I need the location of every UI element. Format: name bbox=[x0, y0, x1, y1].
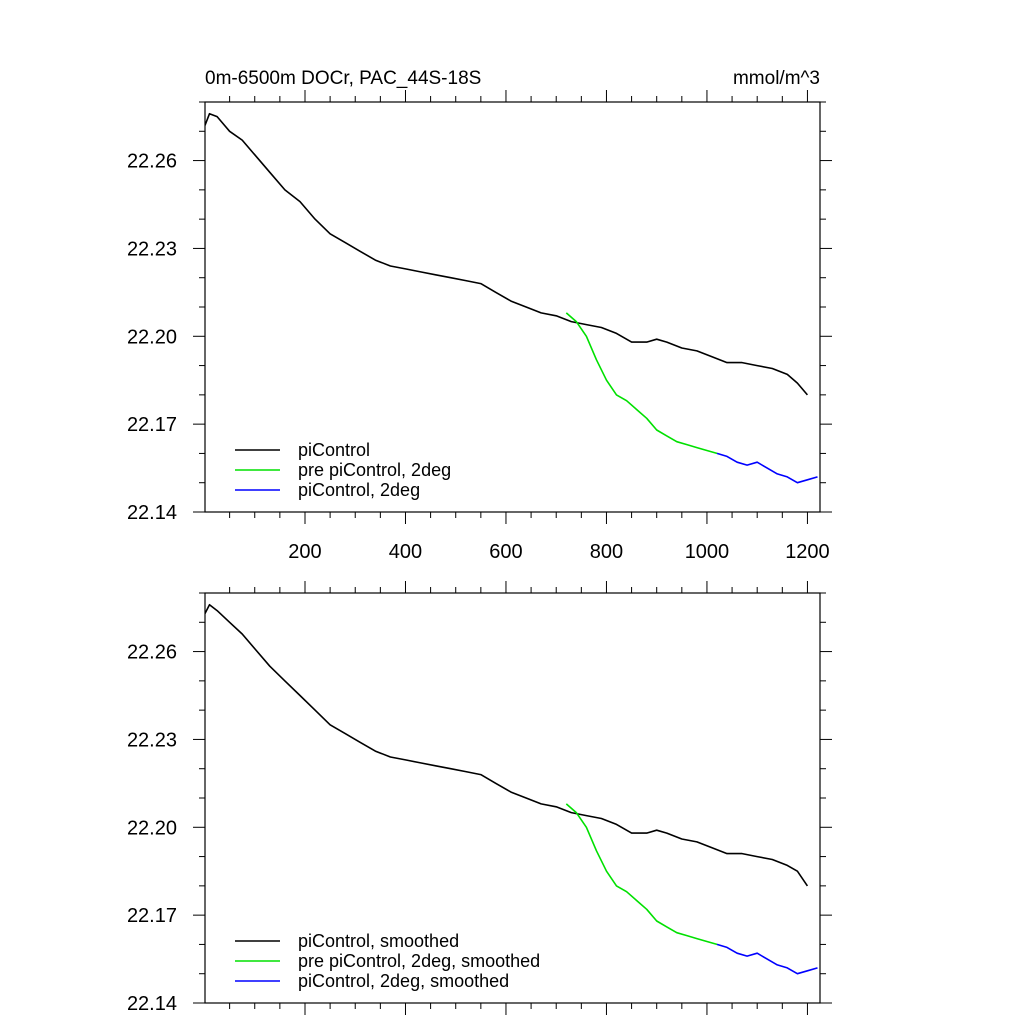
y-tick-label: 22.17 bbox=[127, 414, 177, 436]
series-line-1 bbox=[565, 803, 718, 946]
legend-label: piControl, 2deg bbox=[298, 480, 420, 500]
series-line-0 bbox=[205, 603, 809, 887]
chart-title: 0m-6500m DOCr, PAC_44S-18S bbox=[205, 68, 481, 89]
legend-label: piControl, 2deg, smoothed bbox=[298, 971, 509, 991]
x-tick-label: 200 bbox=[288, 541, 321, 563]
legend-label: piControl, smoothed bbox=[298, 931, 459, 951]
x-tick-label: 1200 bbox=[785, 541, 830, 563]
chart-units: mmol/m^3 bbox=[733, 68, 820, 89]
y-tick-label: 22.20 bbox=[127, 326, 177, 348]
y-tick-label: 22.14 bbox=[127, 993, 177, 1015]
top-panel: 200 400 600 800 1000 1200 22.26 22.23 22.20 22.17… bbox=[127, 90, 832, 563]
series-line-1 bbox=[565, 312, 718, 455]
legend-label: pre piControl, 2deg bbox=[298, 460, 451, 480]
series-line-2 bbox=[716, 943, 818, 975]
x-tick-label: 600 bbox=[489, 541, 522, 563]
y-tick-label: 22.23 bbox=[127, 238, 177, 260]
x-tick-label: 1000 bbox=[685, 541, 730, 563]
x-tick-label: 400 bbox=[389, 541, 422, 563]
y-tick-label: 22.23 bbox=[127, 729, 177, 751]
x-tick-label: 800 bbox=[590, 541, 623, 563]
y-tick-label: 22.26 bbox=[127, 151, 177, 173]
y-tick-label: 22.17 bbox=[127, 905, 177, 927]
legend-label: pre piControl, 2deg, smoothed bbox=[298, 951, 540, 971]
y-tick-label: 22.26 bbox=[127, 642, 177, 664]
y-tick-label: 22.14 bbox=[127, 502, 177, 524]
series-line-2 bbox=[716, 452, 818, 484]
legend-label: piControl bbox=[298, 440, 370, 460]
series-line-0 bbox=[205, 112, 809, 396]
bottom-panel: 22.26 22.23 22.20 22.17 22.14 piControl, smoo… bbox=[127, 581, 832, 1015]
y-tick-label: 22.20 bbox=[127, 817, 177, 839]
